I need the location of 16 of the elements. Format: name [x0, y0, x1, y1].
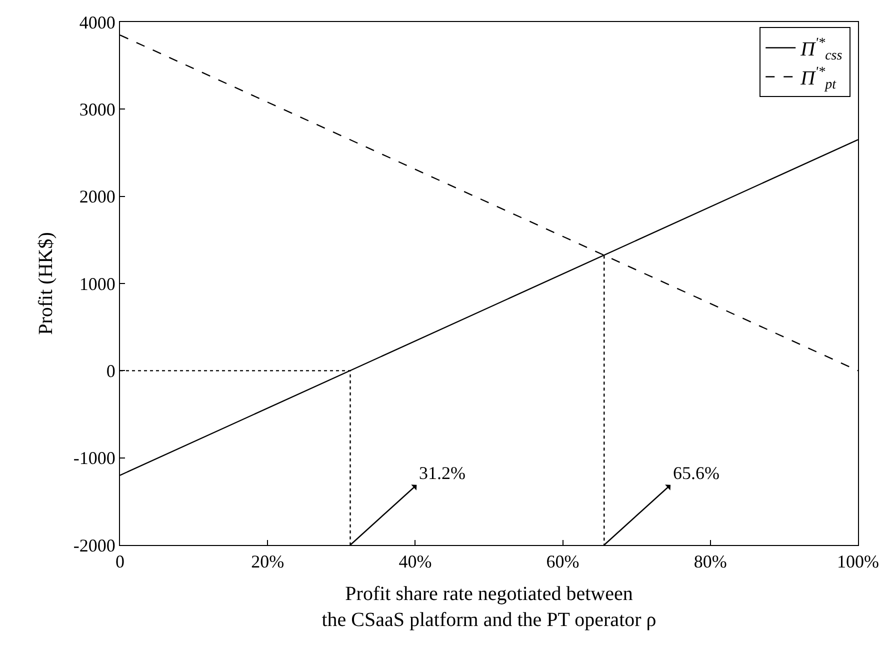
- x-tick-label: 80%: [694, 552, 727, 572]
- annotation: 65.6%: [673, 463, 720, 483]
- x-tick-label: 40%: [398, 552, 432, 572]
- y-tick-label: 0: [106, 360, 116, 381]
- y-tick-label: -1000: [73, 448, 116, 468]
- x-axis-title: Profit share rate negotiated between the CSaaS platform and the PT operator ρ: [322, 583, 656, 632]
- x-tick-label: 20%: [251, 552, 284, 572]
- y-tick-label: 2000: [79, 186, 116, 207]
- x-tick-label: 100%: [837, 552, 879, 572]
- y-tick-label: 4000: [79, 12, 116, 32]
- y-axis-title: Profit (HK$): [34, 232, 57, 335]
- y-tick-label: -2000: [73, 535, 116, 556]
- y-tick-label: 1000: [79, 274, 116, 294]
- x-tick-label: 60%: [546, 552, 580, 572]
- y-tick-label: 3000: [79, 99, 116, 120]
- annotation: 31.2%: [419, 463, 466, 483]
